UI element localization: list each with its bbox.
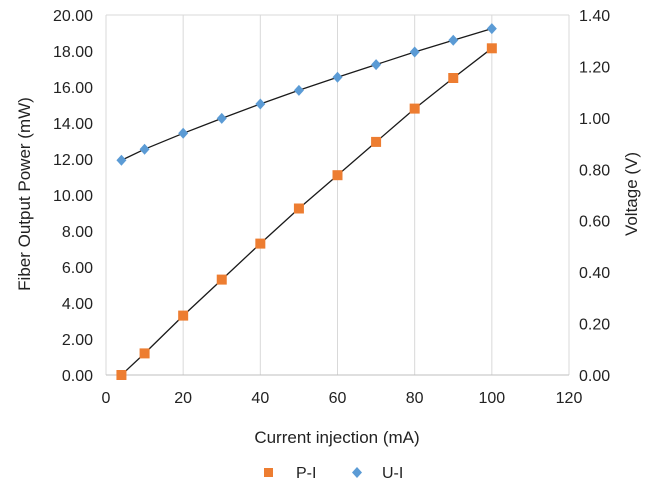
x-tick-label: 60 (329, 390, 347, 407)
data-point (332, 71, 343, 83)
trend-line (120, 47, 493, 376)
series-u-i (116, 23, 497, 166)
data-point (116, 154, 127, 166)
legend-label-u-i: U-I (382, 465, 403, 482)
x-axis-ticks: 0 20 40 60 80 100 120 (102, 390, 583, 407)
series-layer (116, 23, 497, 380)
right-tick-label: 1.20 (579, 59, 610, 76)
right-tick-label: 0.20 (579, 317, 610, 334)
data-point (139, 348, 150, 359)
data-point (116, 370, 127, 380)
series-p-i (116, 43, 497, 380)
right-tick-label: 1.00 (579, 111, 610, 128)
left-tick-label: 2.00 (62, 332, 93, 349)
right-tick-label: 0.60 (579, 214, 610, 231)
data-point (293, 84, 304, 96)
data-point (216, 112, 227, 124)
right-tick-label: 1.40 (579, 8, 610, 25)
legend-marker-p-i (264, 468, 273, 477)
right-axis-ticks: 0.00 0.20 0.40 0.60 0.80 1.00 1.20 1.40 (579, 8, 610, 385)
x-tick-label: 100 (478, 390, 505, 407)
data-point (371, 136, 382, 147)
x-axis-title: Current injection (mA) (254, 428, 419, 447)
data-point (255, 238, 266, 249)
gridlines (105, 15, 570, 375)
data-point (409, 103, 420, 114)
right-tick-label: 0.40 (579, 265, 610, 282)
right-tick-label: 0.80 (579, 162, 610, 179)
x-tick-label: 80 (406, 390, 424, 407)
right-axis-title: Voltage (V) (622, 152, 641, 236)
data-point (139, 143, 150, 155)
trend-line (121, 27, 492, 161)
left-tick-label: 12.00 (53, 152, 93, 169)
left-tick-label: 8.00 (62, 224, 93, 241)
data-point (178, 127, 189, 139)
data-point (409, 46, 420, 58)
data-point (293, 203, 304, 214)
data-point (178, 310, 189, 321)
plot-area (106, 14, 569, 376)
left-tick-label: 18.00 (53, 44, 93, 61)
x-tick-label: 20 (174, 390, 192, 407)
data-point (332, 170, 343, 181)
left-tick-label: 16.00 (53, 80, 93, 97)
left-axis-title: Fiber Output Power (mW) (15, 97, 34, 291)
left-tick-label: 6.00 (62, 260, 93, 277)
legend: P-I U-I (264, 465, 403, 482)
left-tick-label: 14.00 (53, 116, 93, 133)
legend-label-p-i: P-I (296, 465, 316, 482)
data-point (216, 274, 227, 285)
legend-marker-u-i (352, 467, 362, 478)
x-tick-label: 120 (556, 390, 583, 407)
data-point (255, 98, 266, 110)
data-point (448, 34, 459, 46)
left-tick-label: 10.00 (53, 188, 93, 205)
x-tick-label: 40 (251, 390, 269, 407)
right-tick-label: 0.00 (579, 368, 610, 385)
data-point (448, 73, 459, 83)
x-tick-label: 0 (102, 390, 111, 407)
data-point (486, 43, 497, 54)
left-tick-label: 4.00 (62, 296, 93, 313)
data-point (486, 23, 497, 35)
left-axis-ticks: 0.00 2.00 4.00 6.00 8.00 10.00 12.00 14.00 16.00… (53, 8, 93, 385)
left-tick-label: 20.00 (53, 8, 93, 25)
data-point (371, 59, 382, 71)
left-tick-label: 0.00 (62, 368, 93, 385)
